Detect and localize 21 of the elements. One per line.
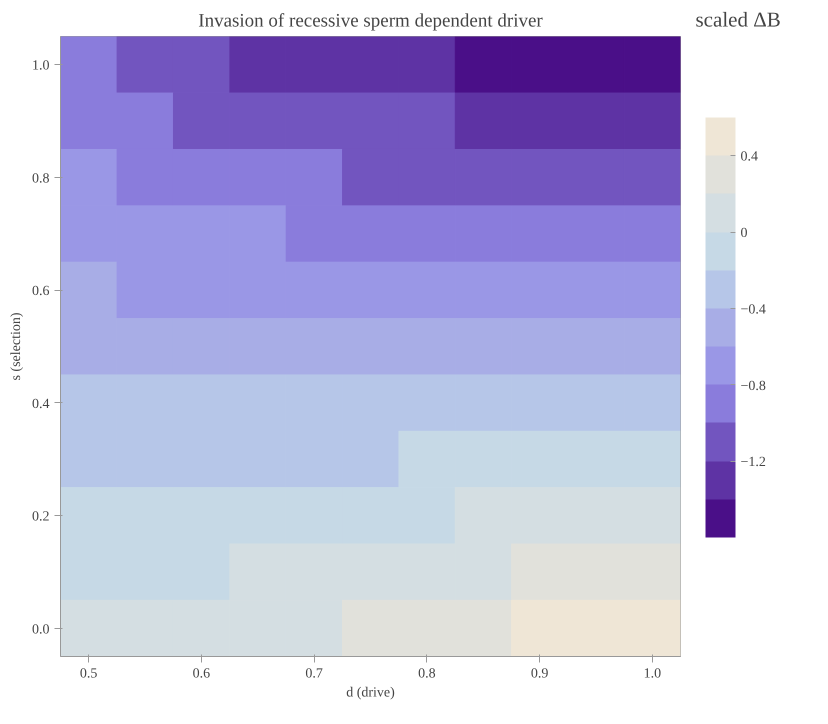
y-tick-label: 0.6 [32,284,50,300]
x-axis-title: d (drive) [346,686,396,700]
color-bar-title: scaled ΔB [696,8,781,32]
y-axis-title: s (selection) [9,312,24,381]
x-tick-label: 0.6 [192,666,210,682]
y-tick-label: 0.4 [32,396,50,412]
x-tick-label: 0.5 [80,666,98,682]
x-tick-label: 0.7 [305,666,323,682]
color-bar-label: 0 [740,226,748,242]
color-bar-label: −1.2 [740,455,766,470]
x-tick-label: 1.0 [644,666,662,682]
color-bar-label: −0.4 [740,302,766,318]
y-tick-label: 1.0 [32,58,50,74]
y-tick-label: 0.2 [32,510,50,525]
y-tick-label: 0.0 [32,622,50,638]
x-tick-label: 0.9 [530,666,548,682]
color-bar-label: 0.4 [740,150,758,165]
y-tick-label: 0.8 [32,171,50,186]
color-bar-label: −0.8 [740,378,766,394]
chart-title: Invasion of recessive sperm dependent driver [198,10,544,32]
x-tick-label: 0.8 [418,666,436,682]
